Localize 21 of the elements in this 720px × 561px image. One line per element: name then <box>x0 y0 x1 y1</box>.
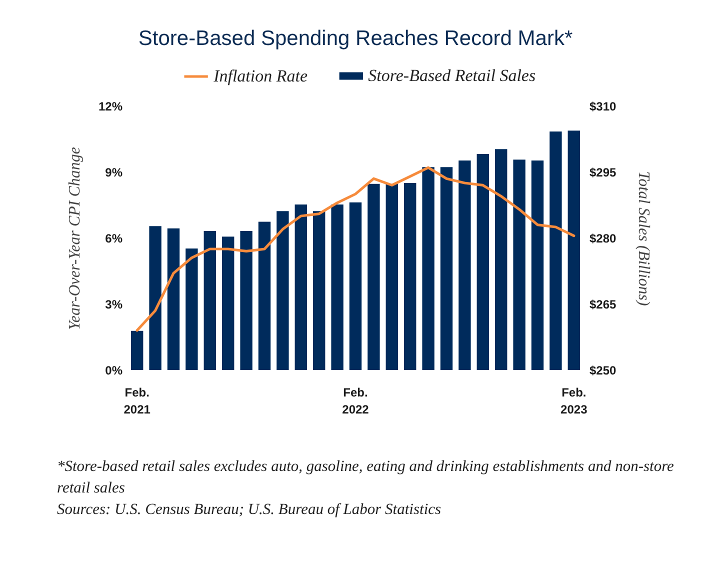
y-axis-title: Year-Over-Year CPI Change <box>66 146 84 330</box>
y2-tick-label: $250 <box>590 364 617 378</box>
y2-tick-label: $310 <box>590 100 617 114</box>
y-tick-label: 0% <box>105 364 123 378</box>
y-tick-label: 9% <box>105 166 123 180</box>
chart-title: Store-Based Spending Reaches Record Mark* <box>138 27 573 50</box>
line-series <box>136 166 576 332</box>
y2-axis-title: Total Sales (Billions) <box>635 171 652 306</box>
y2-tick-label: $280 <box>590 232 617 246</box>
source-note: Sources: U.S. Census Bureau; U.S. Bureau of Labor Statistics <box>57 501 442 518</box>
y-tick-label: 12% <box>98 100 123 114</box>
y2-tick-label: $265 <box>590 298 617 312</box>
y-tick-label: 3% <box>105 298 123 312</box>
y-tick-label: 6% <box>105 232 123 246</box>
legend-label: Store-Based Retail Sales <box>368 66 536 85</box>
text: *Store-based retail sales excludes auto, gasoline, eating and drinking establishments and non-store retail sales <box>57 458 674 496</box>
x-tick-label: Feb. 2022 <box>342 386 370 416</box>
x-tick-label: Feb. 2023 <box>560 386 588 416</box>
legend-label: Inflation Rate <box>212 66 308 86</box>
y2-tick-label: $295 <box>590 166 617 180</box>
x-tick-label: Feb. 2021 <box>124 386 151 416</box>
